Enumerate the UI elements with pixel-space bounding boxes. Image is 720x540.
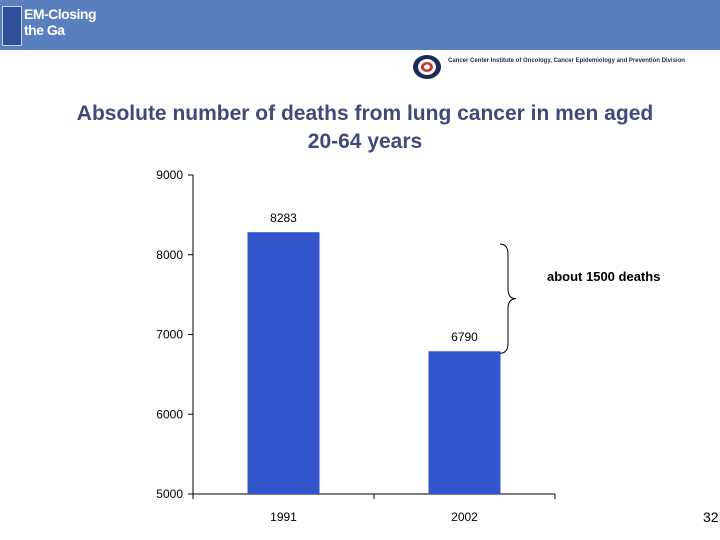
project-logo: EM-Closing the Ga [2, 4, 114, 46]
chart-title: Absolute number of deaths from lung canc… [76, 102, 654, 153]
y-tick-label: 8000 [156, 248, 183, 262]
x-tick-label-2002: 2002 [451, 510, 478, 524]
eu-flag-icon [2, 6, 22, 46]
institute-banner: Cancer Center Institute of Oncology, Can… [412, 54, 712, 80]
bar-1991 [247, 232, 320, 494]
annotation-label: about 1500 deaths [547, 269, 660, 284]
institute-name: Cancer Center Institute of Oncology, Can… [448, 58, 685, 64]
x-tick-label-1991: 1991 [270, 510, 297, 524]
difference-brace [499, 243, 517, 354]
y-tick-label: 7000 [156, 328, 183, 342]
data-label-2002: 6790 [451, 330, 478, 344]
institute-logo-icon [413, 55, 441, 79]
y-tick-label: 5000 [156, 487, 183, 501]
y-tick-label: 6000 [156, 407, 183, 421]
data-label-1991: 8283 [270, 211, 297, 225]
bar-2002 [428, 351, 501, 494]
header-bar: EM-Closing the Ga [0, 0, 720, 50]
page-number: 32 [703, 509, 719, 525]
y-tick-label: 9000 [156, 168, 183, 182]
logo-title: EM-Closing the Ga [24, 6, 97, 38]
